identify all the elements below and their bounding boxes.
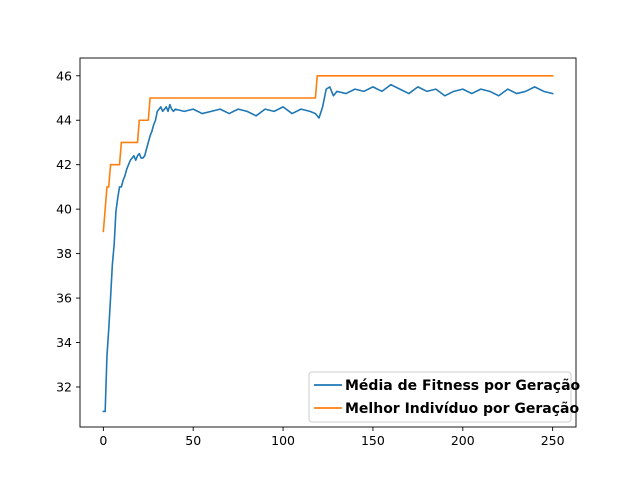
x-tick-label: 150	[361, 433, 385, 448]
legend: Média de Fitness por Geração Melhor Indiv…	[308, 371, 581, 423]
y-tick-label: 34	[56, 335, 72, 350]
x-tick-label: 200	[451, 433, 475, 448]
x-tick-label: 0	[99, 433, 107, 448]
series-line-2	[102, 74, 554, 233]
plot-frame	[79, 57, 577, 428]
legend-box	[308, 371, 572, 423]
y-tick-label: 42	[56, 157, 72, 172]
y-tick-label: 40	[56, 202, 72, 217]
y-tick-label: 46	[56, 68, 72, 83]
y-tick-label: 44	[56, 113, 72, 128]
y-tick-label: 38	[56, 246, 72, 261]
legend-label-2: Melhor Indivíduo por Geração	[345, 401, 579, 417]
legend-label-1: Média de Fitness por Geração	[345, 378, 581, 394]
axes: 0 50 100 150 200 250 32 34 36 38 40 42 44 46	[56, 57, 577, 448]
x-tick-label: 50	[185, 433, 201, 448]
series-line-1	[102, 83, 554, 413]
series-lines	[102, 74, 554, 413]
y-tick-label: 32	[56, 379, 72, 394]
x-tick-label: 100	[271, 433, 295, 448]
x-tick-label: 250	[541, 433, 565, 448]
y-tick-label: 36	[56, 291, 72, 306]
